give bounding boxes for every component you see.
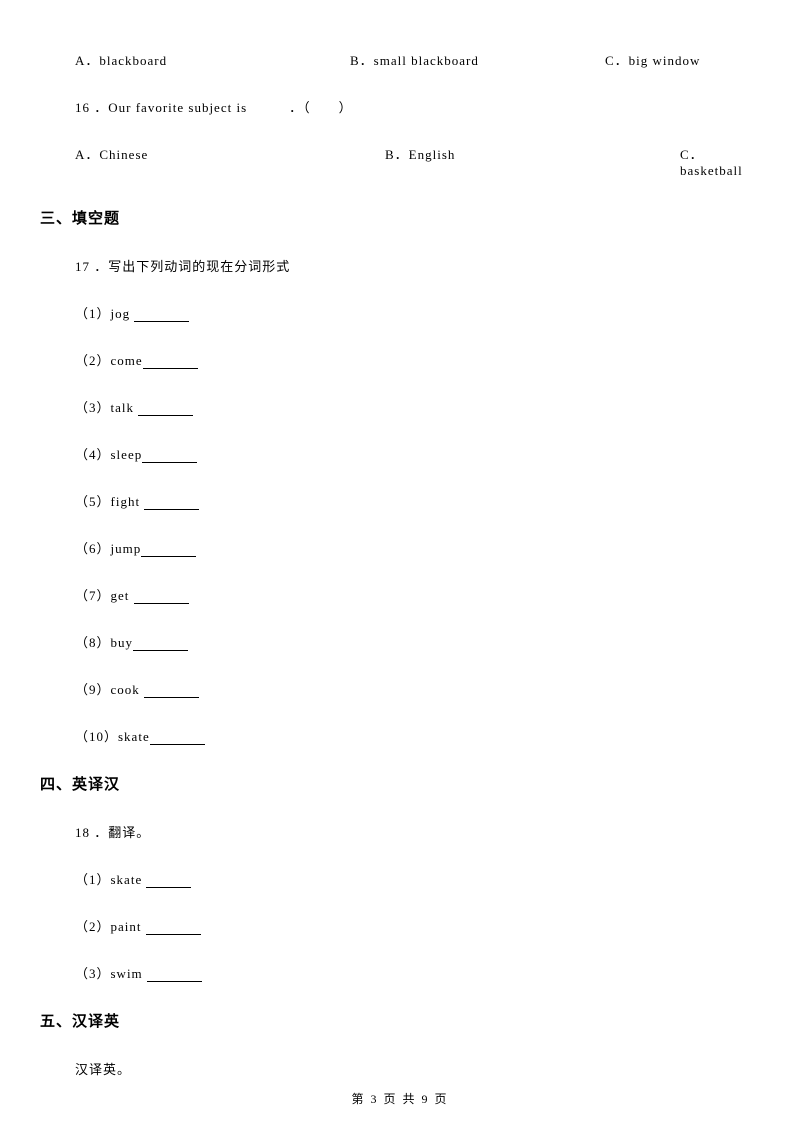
q16-option-b: B．English	[385, 144, 680, 179]
section5-title: 五、汉译英	[40, 1010, 760, 1031]
q17-item-8: （8）buy	[40, 632, 760, 651]
q16-option-c: C．basketball	[680, 144, 760, 179]
q17-text: 17 ．写出下列动词的现在分词形式	[40, 256, 760, 275]
q18-item-3-label: （3）swim	[75, 966, 147, 981]
blank-line[interactable]	[150, 744, 205, 745]
blank-line[interactable]	[146, 934, 201, 935]
q17-item-3: （3）talk	[40, 397, 760, 416]
q17-item-9-label: （9）cook	[75, 682, 144, 697]
q17-item-1: （1）jog	[40, 303, 760, 322]
q18-item-3: （3）swim	[40, 963, 760, 982]
q17-item-2-label: （2）come	[75, 353, 143, 368]
blank-line[interactable]	[133, 650, 188, 651]
q17-item-10: （10）skate	[40, 726, 760, 745]
q17-item-5-label: （5）fight	[75, 494, 144, 509]
q16-options: A．Chinese B．English C．basketball	[40, 144, 760, 179]
q17-item-4-label: （4）sleep	[75, 447, 142, 462]
blank-line[interactable]	[146, 887, 191, 888]
q17-item-9: （9）cook	[40, 679, 760, 698]
q16-option-a: A．Chinese	[75, 144, 385, 179]
q15-option-b: B．small blackboard	[350, 50, 605, 69]
q16-text: 16 ．Our favorite subject is ．（ ）	[40, 97, 760, 116]
q17-item-4: （4）sleep	[40, 444, 760, 463]
q18-text: 18 ．翻译。	[40, 822, 760, 841]
q15-option-c: C．big window	[605, 50, 760, 69]
blank-line[interactable]	[134, 603, 189, 604]
q17-item-3-label: （3）talk	[75, 400, 138, 415]
q17-item-10-label: （10）skate	[75, 729, 150, 744]
blank-line[interactable]	[143, 368, 198, 369]
blank-line[interactable]	[134, 321, 189, 322]
q17-item-1-label: （1）jog	[75, 306, 134, 321]
q17-item-6-label: （6）jump	[75, 541, 141, 556]
blank-line[interactable]	[144, 697, 199, 698]
q18-item-2: （2）paint	[40, 916, 760, 935]
q18-item-1: （1）skate	[40, 869, 760, 888]
q17-item-7: （7）get	[40, 585, 760, 604]
q15-options: A．blackboard B．small blackboard C．big wi…	[40, 50, 760, 69]
q18-item-2-label: （2）paint	[75, 919, 146, 934]
section3-title: 三、填空题	[40, 207, 760, 228]
q17-item-8-label: （8）buy	[75, 635, 133, 650]
q18-item-1-label: （1）skate	[75, 872, 146, 887]
section4-title: 四、英译汉	[40, 773, 760, 794]
blank-line[interactable]	[141, 556, 196, 557]
q17-item-7-label: （7）get	[75, 588, 134, 603]
blank-line[interactable]	[138, 415, 193, 416]
q17-item-6: （6）jump	[40, 538, 760, 557]
subsection5-text: 汉译英。	[40, 1059, 760, 1078]
blank-line[interactable]	[147, 981, 202, 982]
blank-line[interactable]	[144, 509, 199, 510]
page-footer: 第 3 页 共 9 页	[0, 1090, 800, 1107]
q17-item-5: （5）fight	[40, 491, 760, 510]
q17-item-2: （2）come	[40, 350, 760, 369]
q15-option-a: A．blackboard	[75, 50, 350, 69]
blank-line[interactable]	[142, 462, 197, 463]
